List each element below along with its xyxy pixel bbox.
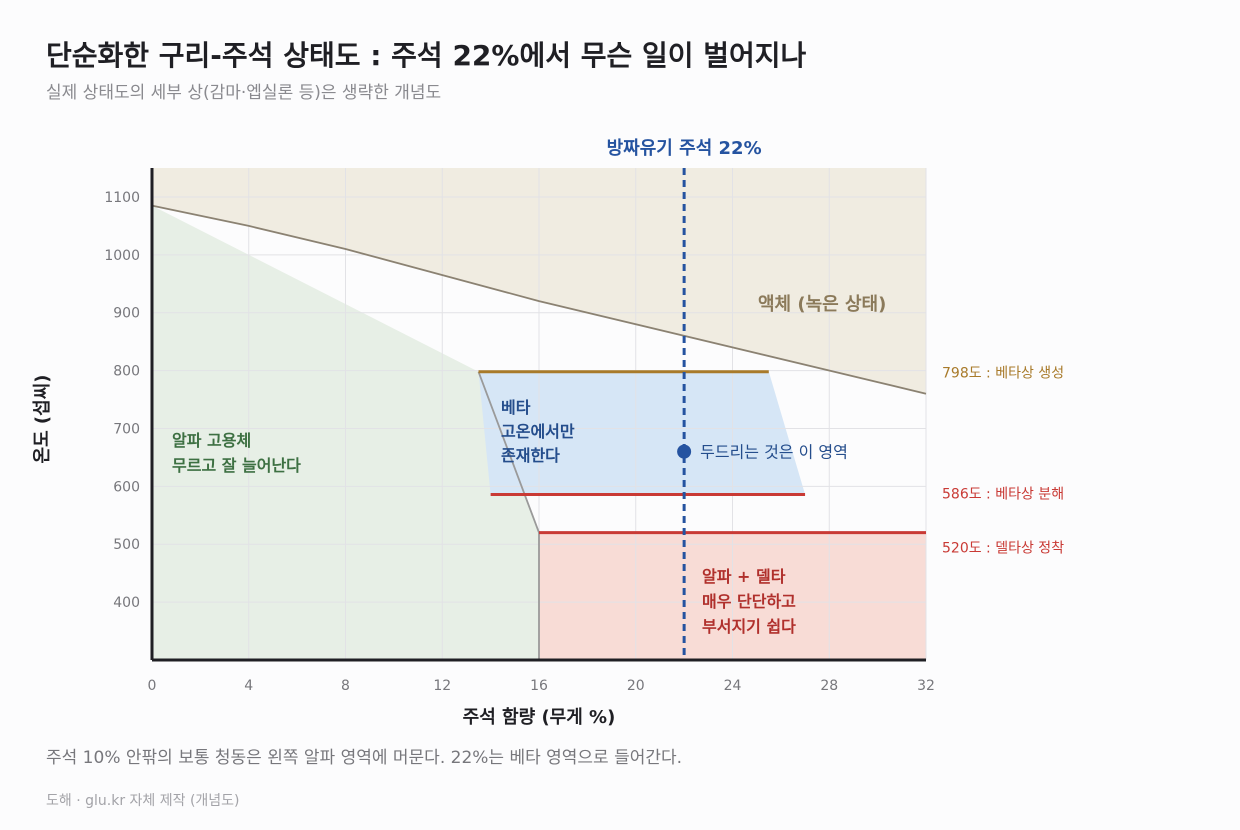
y-tick-label: 900 <box>113 306 140 322</box>
reaction-line-label: 520도 : 델타상 정착 <box>942 541 1064 557</box>
working-point-label: 두드리는 것은 이 영역 <box>700 443 848 462</box>
y-tick-label: 500 <box>113 537 140 553</box>
y-tick-label: 1100 <box>104 190 140 206</box>
y-tick-label: 400 <box>113 595 140 611</box>
alpha-region-label: 알파 고용체 무르고 잘 늘어난다 <box>172 431 301 475</box>
x-axis-title: 주석 함량 (무게 %) <box>463 706 616 728</box>
chart-subtitle: 실제 상태도의 세부 상(감마·엡실론 등)은 생략한 개념도 <box>46 83 442 103</box>
x-tick-label: 0 <box>148 678 157 694</box>
y-tick-label: 600 <box>113 479 140 495</box>
beta-region-label: 베타 고온에서만 존재한다 <box>501 398 575 465</box>
x-tick-label: 24 <box>724 678 742 694</box>
x-tick-label: 28 <box>820 678 838 694</box>
chart-caption: 주석 10% 안팎의 보통 청동은 왼쪽 알파 영역에 머문다. 22%는 베타… <box>46 748 683 768</box>
chart-title: 단순화한 구리-주석 상태도 : 주석 22%에서 무슨 일이 벌어지나 <box>46 39 807 72</box>
y-tick-label: 1000 <box>104 248 140 264</box>
liquidus-line <box>151 204 927 395</box>
reaction-line-label: 586도 : 베타상 분해 <box>942 486 1064 502</box>
delta-region-label: 알파 + 델타 매우 단단하고 부서지기 쉽다 <box>702 567 796 636</box>
reaction-line-label: 798도 : 베타상 생성 <box>942 366 1064 382</box>
beta-region <box>478 371 806 495</box>
liquid-region-label: 액체 (녹은 상태) <box>758 294 886 315</box>
x-tick-label: 16 <box>530 678 548 694</box>
composition-line-label: 방짜유기 주석 22% <box>607 138 762 159</box>
working-point-marker <box>677 444 692 459</box>
y-tick-label: 800 <box>113 364 140 380</box>
x-tick-label: 4 <box>244 678 253 694</box>
x-tick-label: 8 <box>341 678 350 694</box>
x-tick-label: 32 <box>917 678 935 694</box>
y-axis-title: 온도 (섭씨) <box>32 375 53 464</box>
x-tick-label: 12 <box>433 678 451 694</box>
x-tick-label: 20 <box>627 678 645 694</box>
y-tick-label: 700 <box>113 421 140 437</box>
source-note: 도해 · glu.kr 자체 제작 (개념도) <box>46 793 240 809</box>
